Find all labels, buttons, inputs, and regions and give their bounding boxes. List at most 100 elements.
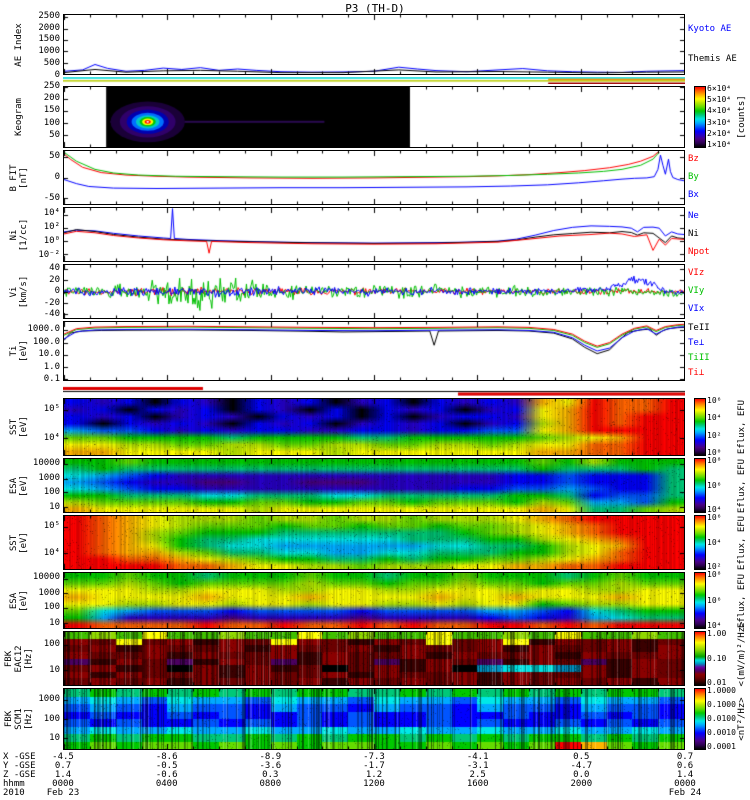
panel-label-line: [eV] — [19, 589, 29, 612]
series-label-ae-index-0: Kyoto AE — [688, 23, 732, 34]
plot-canvas-density — [64, 208, 684, 261]
colorbar-tick-esa-elec-1: 10⁶ — [707, 595, 722, 605]
colorbar-tick-keogram-2: 4×10⁴ — [707, 106, 732, 116]
colorbar-tick-keogram-4: 2×10⁴ — [707, 128, 732, 138]
ytick-ae-index-3: 1000 — [38, 46, 60, 56]
colorbar-label-fbk-scm1: <nT²/Hz> — [736, 688, 748, 750]
panel-label-text-ae-index: AE Index — [14, 14, 24, 75]
panel-label-ae-index: AE Index — [2, 14, 36, 75]
plot-canvas-velocity — [64, 265, 684, 318]
series-label-velocity-0: VIz — [688, 267, 705, 278]
colorbar-tick-esa-elec-0: 10⁸ — [707, 569, 722, 579]
colorbar-canvas-keogram — [695, 87, 705, 147]
panel-label-line: [Hz] — [24, 708, 34, 730]
colorbar-tick-fbk-eac12-0: 1.00 — [707, 628, 727, 638]
axis-value-3-5: 2000 — [570, 779, 593, 789]
panel-label-text-sst-ion: SST [eV] — [9, 398, 29, 456]
colorbar-label-text-esa-ion: Eflux, EFU — [737, 458, 747, 513]
axis-value-0-5: 0.5 — [573, 752, 590, 762]
colorbar-label-text-sst-elec: Eflux, EFU — [737, 515, 747, 570]
ytick-velocity-4: -40 — [43, 308, 60, 319]
ytick-velocity-2: 0 — [54, 286, 60, 296]
ytick-density-2: 10⁰ — [43, 235, 60, 246]
axis-value-2-6: 1.4 — [676, 770, 694, 780]
ytick-sst-ion-1: 10⁴ — [43, 433, 60, 444]
colorbar-tick-fbk-scm1-3: 0.0010 — [707, 728, 736, 737]
ytick-b-fit-0: 50 — [49, 150, 60, 161]
axis-value-2-2: 0.3 — [262, 770, 279, 780]
plot-canvas-temperature — [64, 322, 684, 380]
panel-label-line: SCM1 — [14, 708, 24, 730]
colorbar-label-fbk-eac12: <(mV/m)²/Hz> — [736, 621, 748, 686]
plot-canvas-fbk-scm1 — [64, 689, 684, 749]
panel-esa-elec — [63, 572, 685, 629]
panel-fbk-eac12 — [63, 631, 685, 686]
plot-canvas-quality-flags — [63, 386, 685, 396]
panel-label-line: EAC12 — [14, 644, 24, 673]
panel-ae-index — [63, 14, 685, 75]
series-label-velocity-1: VIy — [688, 286, 705, 296]
series-label-density-0: Ne — [688, 210, 699, 221]
colorbar-tick-esa-elec-2: 10⁴ — [707, 621, 722, 631]
series-label-temperature-1: Te⊥ — [688, 338, 705, 348]
panel-label-line: FBK — [4, 650, 14, 667]
panel-label-line: FBK — [4, 710, 14, 728]
ytick-esa-elec-0: 10000 — [32, 572, 60, 583]
axis-date-left: Feb 23 — [46, 788, 80, 798]
axis-year-label: 2010 — [3, 788, 25, 798]
ytick-esa-ion-0: 10000 — [32, 458, 60, 468]
colorbar-tick-sst-elec-0: 10⁶ — [707, 512, 722, 522]
axis-value-0-1: -8.6 — [155, 752, 178, 762]
panel-label-text-velocity: Vi [km/s] — [9, 264, 29, 319]
colorbar-label-esa-ion: Eflux, EFU — [736, 458, 748, 513]
ytick-b-fit-1: 0 — [54, 172, 60, 182]
colorbar-tick-sst-elec-2: 10² — [707, 562, 722, 572]
colorbar-tick-esa-ion-2: 10⁴ — [707, 505, 722, 515]
panel-velocity — [63, 264, 685, 319]
ytick-ae-index-4: 500 — [43, 57, 60, 68]
ytick-velocity-0: 40 — [49, 263, 60, 274]
axis-value-3-3: 1200 — [363, 779, 385, 789]
panel-label-line: ESA — [9, 592, 19, 609]
panel-label-line: Vi — [9, 286, 19, 297]
ytick-fbk-scm1-0: 1000 — [38, 693, 60, 704]
axis-value-3-4: 1600 — [466, 779, 489, 789]
colorbar-tick-fbk-eac12-1: 0.10 — [707, 653, 727, 663]
plot-canvas-sst-elec — [64, 516, 684, 569]
colorbar-tick-fbk-eac12-2: 0.01 — [707, 678, 727, 688]
panel-label-line: [eV] — [19, 531, 29, 554]
axis-value-3-1: 0400 — [155, 779, 178, 789]
ytick-b-fit-2: -50 — [43, 193, 60, 204]
axis-row-label-3: hhmm — [3, 779, 25, 789]
axis-value-3-6: 0000 — [674, 779, 696, 789]
panel-fbk-scm1 — [63, 688, 685, 750]
ytick-density-3: 10⁻² — [38, 249, 60, 260]
series-label-temperature-3: Ti⊥ — [688, 368, 705, 378]
panel-label-line: B FIT — [9, 163, 19, 192]
panel-label-line: [eV] — [19, 474, 29, 497]
panel-label-esa-ion: ESA [eV] — [2, 458, 36, 513]
ytick-velocity-1: 20 — [49, 274, 60, 285]
ytick-fbk-eac12-0: 100 — [43, 639, 60, 650]
ytick-density-1: 10² — [43, 222, 60, 233]
ytick-esa-elec-2: 100 — [43, 602, 60, 613]
panel-label-line: SST — [9, 534, 19, 551]
ytick-keogram-1: 200 — [43, 92, 60, 103]
colorbar-label-sst-ion: Eflux, EFU — [736, 398, 748, 456]
axis-value-0-2: -8.9 — [259, 752, 282, 762]
ytick-temperature-3: 1.0 — [43, 361, 60, 372]
series-label-b-fit-1: By — [688, 172, 699, 182]
axis-value-0-0: -4.5 — [52, 752, 74, 762]
ytick-fbk-scm1-2: 10 — [49, 733, 60, 744]
plot-canvas-keogram — [64, 87, 684, 147]
panel-label-keogram: Keogram — [2, 86, 36, 148]
colorbar-tick-sst-ion-0: 10⁶ — [707, 395, 722, 405]
ytick-velocity-3: -20 — [43, 297, 60, 308]
ytick-temperature-2: 10.0 — [38, 349, 60, 360]
ytick-esa-elec-3: 10 — [49, 617, 60, 628]
panel-label-line: [eV] — [19, 416, 29, 438]
panel-label-line: AE Index — [14, 22, 24, 67]
panel-label-text-esa-ion: ESA [eV] — [9, 458, 29, 513]
axis-value-1-4: -3.1 — [466, 761, 489, 771]
colorbar-fbk-scm1 — [694, 688, 706, 750]
